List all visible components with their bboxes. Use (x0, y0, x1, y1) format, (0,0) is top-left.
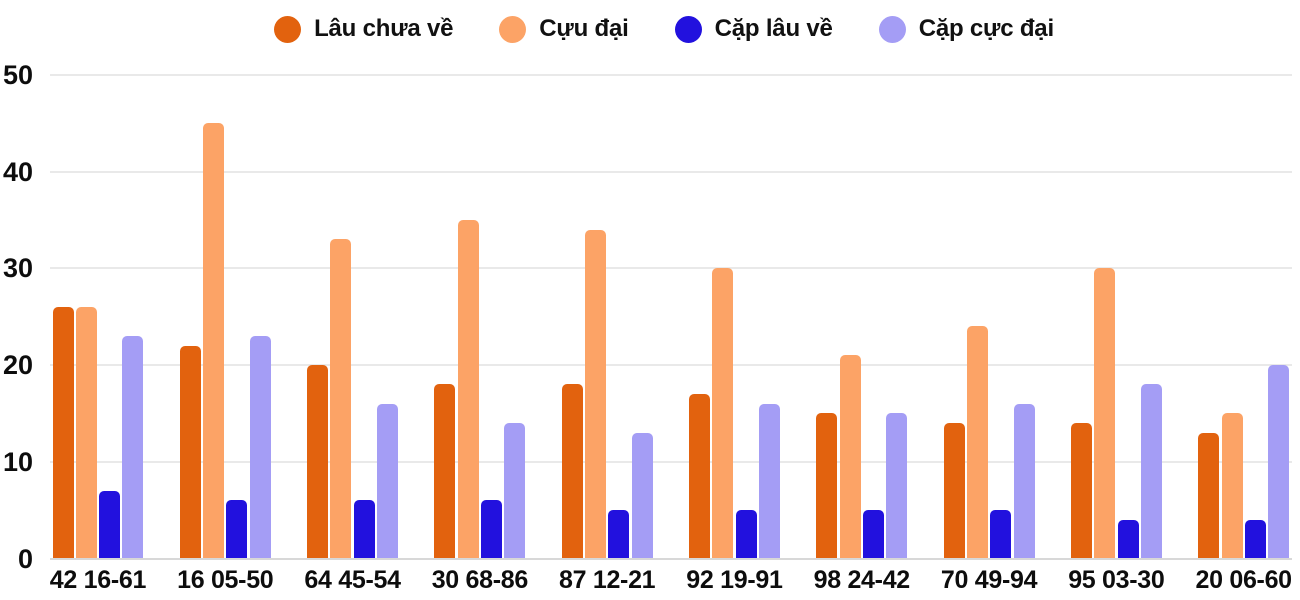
legend-item-cap-cuc-dai[interactable]: Cặp cực đại (878, 15, 1054, 43)
bar-group4-series2[interactable] (457, 220, 479, 559)
bar-group10-series4[interactable] (1268, 365, 1290, 559)
bar-group5-series4[interactable] (631, 432, 653, 559)
x-axis-label: 98 24-42 (813, 566, 911, 594)
bar-group9-series4[interactable] (1140, 384, 1162, 559)
gridline (50, 267, 1292, 270)
bar-group3-series2[interactable] (330, 239, 352, 559)
y-axis-label: 40 (2, 156, 33, 187)
bar-group10-series2[interactable] (1221, 413, 1243, 559)
bar-group8-series3[interactable] (990, 510, 1012, 559)
bar-group7-series1[interactable] (816, 413, 838, 559)
legend-item-lau-chua-ve[interactable]: Lâu chưa về (274, 15, 453, 43)
bar-group2-series1[interactable] (179, 345, 201, 559)
bar-group3-series4[interactable] (377, 403, 398, 559)
x-axis-label: 64 45-54 (304, 566, 401, 594)
y-axis-label: 50 (2, 60, 33, 90)
gridline (50, 170, 1292, 173)
bar-group9-series3[interactable] (1117, 519, 1139, 559)
bar-group4-series3[interactable] (481, 500, 502, 559)
bar-group6-series4[interactable] (758, 403, 780, 559)
legend-item-cuu-dai[interactable]: Cựu đại (499, 15, 629, 43)
x-axis-label: 20 06-60 (1195, 566, 1292, 594)
bar-group1-series4[interactable] (122, 336, 144, 559)
bar-group7-series4[interactable] (886, 413, 908, 559)
x-axis-label: 95 03-30 (1068, 566, 1165, 594)
legend-item-cap-lau-ve[interactable]: Cặp lâu về (674, 15, 833, 43)
bar-group2-series3[interactable] (226, 500, 248, 559)
bar-group10-series1[interactable] (1198, 432, 1220, 559)
y-axis-label: 10 (2, 446, 33, 477)
bar-group1-series1[interactable] (52, 307, 74, 559)
bar-group9-series1[interactable] (1070, 423, 1092, 559)
x-axis-label: 16 05-50 (177, 566, 274, 594)
y-axis-label: 30 (2, 253, 33, 284)
x-axis-label: 87 12-21 (558, 566, 656, 594)
bar-group7-series2[interactable] (839, 355, 861, 559)
gridline (50, 74, 1292, 76)
bar-group1-series2[interactable] (75, 307, 97, 559)
bar-group2-series4[interactable] (249, 336, 271, 559)
legend-label: Lâu chưa về (314, 15, 454, 42)
bar-group6-series2[interactable] (712, 268, 734, 559)
y-axis-label: 20 (2, 350, 33, 381)
bar-group8-series2[interactable] (966, 326, 988, 559)
bar-group6-series3[interactable] (735, 510, 757, 559)
bar-group1-series3[interactable] (99, 490, 121, 559)
x-axis-label: 70 49-94 (940, 566, 1038, 594)
y-axis-label: 0 (17, 543, 33, 574)
bar-group5-series1[interactable] (561, 384, 583, 559)
x-axis-label: 42 16-61 (49, 566, 147, 594)
legend-label: Cặp lâu về (714, 15, 833, 42)
gridline (50, 460, 1292, 463)
bar-group5-series3[interactable] (608, 510, 630, 559)
bar-group6-series1[interactable] (689, 394, 710, 559)
bar-group10-series3[interactable] (1244, 519, 1266, 559)
legend-label: Cựu đại (539, 15, 629, 42)
x-axis-line (50, 557, 1292, 560)
bar-group3-series1[interactable] (307, 365, 329, 559)
bar-group7-series3[interactable] (862, 510, 884, 559)
x-axis-label: 30 68-86 (431, 566, 529, 594)
x-axis-label: 92 19-91 (686, 566, 783, 594)
bar-group4-series4[interactable] (504, 423, 526, 559)
bar-group8-series4[interactable] (1013, 403, 1035, 559)
legend-label: Cặp cực đại (918, 15, 1054, 42)
bar-group9-series2[interactable] (1094, 268, 1116, 559)
chart-legend: Lâu chưa về Cựu đại Cặp lâu về Cặp cực đ… (14, 15, 1300, 43)
bar-group3-series3[interactable] (353, 500, 375, 559)
bar-group5-series2[interactable] (585, 229, 606, 559)
bar-group8-series1[interactable] (943, 423, 965, 559)
bar-group4-series1[interactable] (434, 384, 456, 559)
legend-marker-icon (499, 15, 527, 43)
legend-marker-icon (274, 15, 302, 43)
bar-group2-series2[interactable] (203, 123, 225, 559)
legend-marker-icon (674, 15, 702, 43)
gridline (50, 364, 1292, 367)
legend-marker-icon (878, 15, 906, 43)
